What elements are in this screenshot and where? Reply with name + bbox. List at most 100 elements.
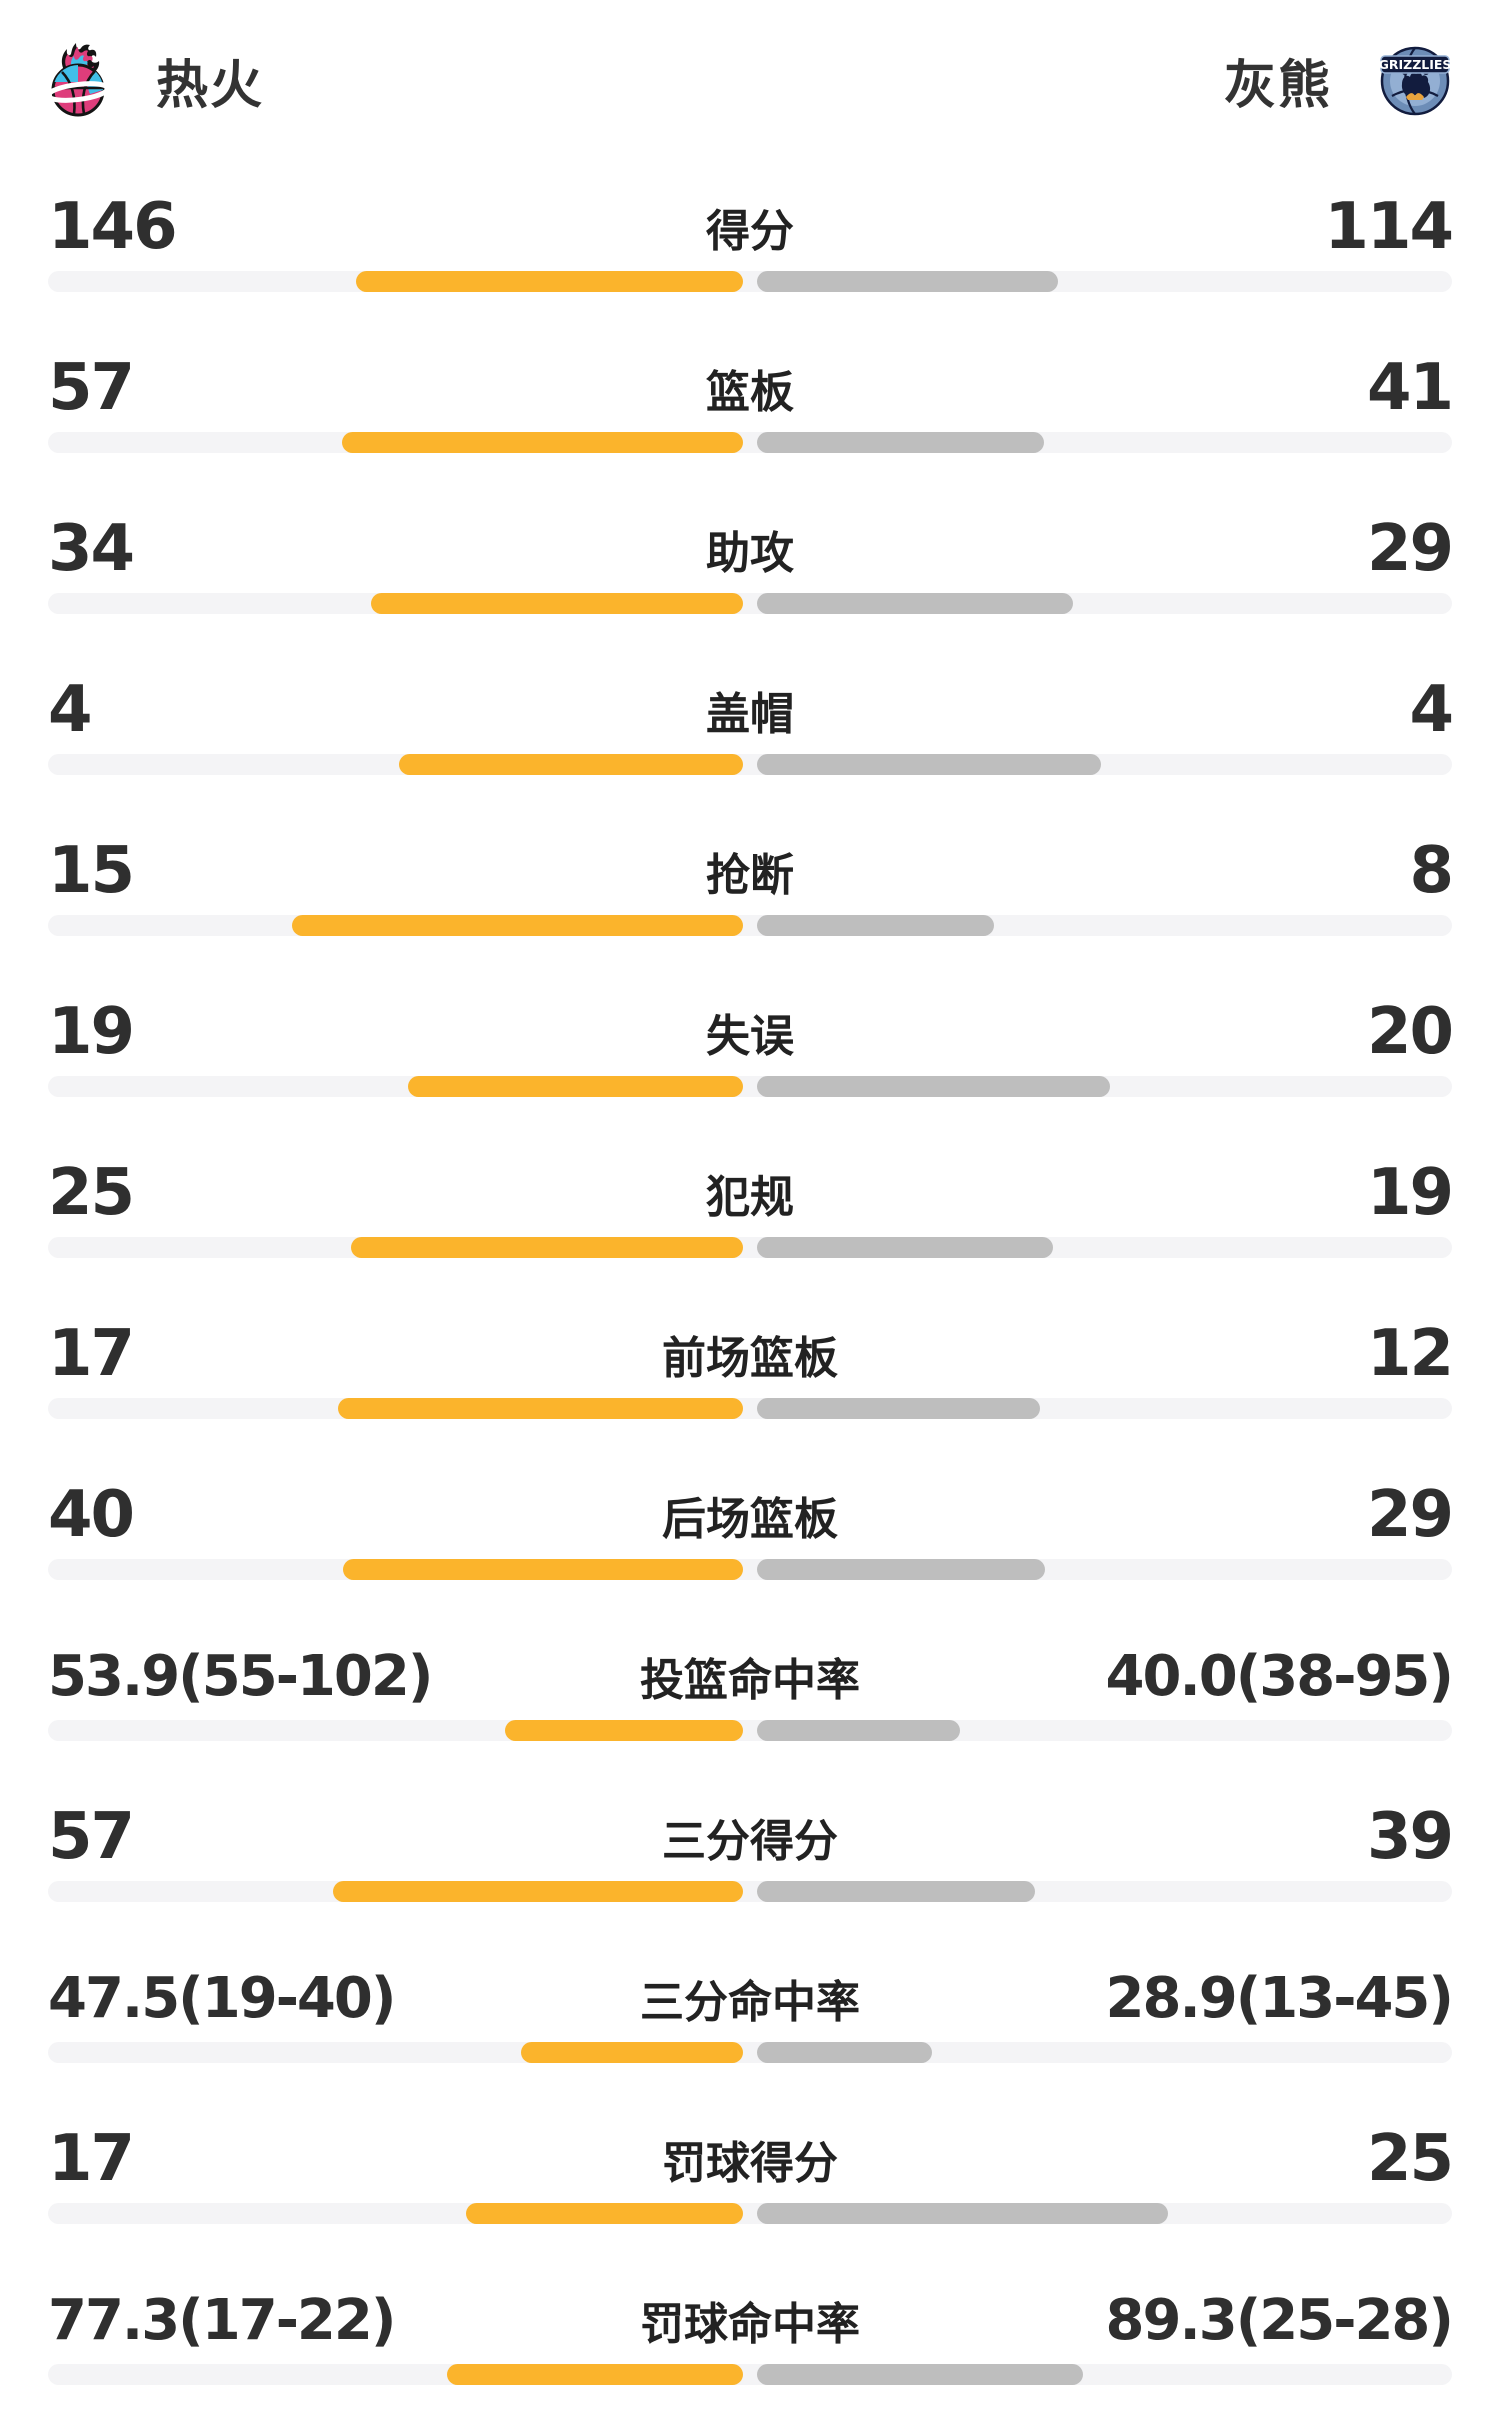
right-team-bar — [757, 1881, 1036, 1902]
stat-compare-track — [48, 2203, 1452, 2224]
stat-label: 抢断 — [706, 850, 794, 901]
stat-values: 146 得分 114 — [48, 179, 1454, 275]
stat-row-assists: 34 助攻 29 — [48, 482, 1454, 643]
stat-label: 盖帽 — [706, 689, 794, 740]
left-team-bar — [399, 754, 743, 775]
right-team-value: 25 — [1366, 2122, 1454, 2196]
heat-logo-icon — [50, 42, 108, 118]
left-team-value: 77.3(17-22) — [48, 2287, 396, 2353]
right-team-bar — [757, 1559, 1046, 1580]
grizzlies-logo-wordmark: GRIZZLIES — [1380, 57, 1450, 72]
stat-compare-track — [48, 432, 1452, 453]
stat-row-ft-points: 17 罚球得分 25 — [48, 2092, 1454, 2253]
stat-values: 17 前场篮板 12 — [48, 1306, 1454, 1402]
left-team-value: 25 — [48, 1156, 135, 1230]
right-team-bar — [757, 754, 1101, 775]
right-team-value: 29 — [1366, 1478, 1454, 1552]
stat-row-def-rebounds: 40 后场篮板 29 — [48, 1448, 1454, 1609]
stat-label: 得分 — [706, 206, 794, 257]
stat-compare-track — [48, 754, 1452, 775]
left-team-value: 15 — [48, 834, 135, 908]
left-team-value: 57 — [48, 351, 135, 425]
stat-compare-track — [48, 1881, 1452, 1902]
right-team-value: 4 — [1409, 673, 1454, 747]
stat-label: 三分命中率 — [640, 1977, 860, 2028]
right-team-value: 12 — [1366, 1317, 1454, 1391]
right-team-bar — [757, 1237, 1054, 1258]
stat-row-off-rebounds: 17 前场篮板 12 — [48, 1287, 1454, 1448]
stat-compare-track — [48, 593, 1452, 614]
right-team-value: 8 — [1409, 834, 1454, 908]
left-team-value: 34 — [48, 512, 135, 586]
left-team-value: 57 — [48, 1800, 135, 1874]
stat-row-fg-pct: 53.9(55-102) 投篮命中率 40.0(38-95) — [48, 1609, 1454, 1770]
right-team-bar — [757, 2203, 1168, 2224]
stat-label: 罚球命中率 — [640, 2299, 860, 2350]
stat-compare-track — [48, 1559, 1452, 1580]
stat-values: 47.5(19-40) 三分命中率 28.9(13-45) — [48, 1950, 1454, 2046]
right-team-value: 29 — [1366, 512, 1454, 586]
left-team-bar — [521, 2042, 743, 2063]
stat-compare-track — [48, 1398, 1452, 1419]
left-team-bar — [351, 1237, 743, 1258]
stat-values: 57 三分得分 39 — [48, 1789, 1454, 1885]
right-team-bar — [757, 1076, 1110, 1097]
left-team-bar — [355, 271, 743, 292]
left-team-value: 40 — [48, 1478, 135, 1552]
left-team-bar — [446, 2364, 743, 2385]
right-team-value: 28.9(13-45) — [1105, 1965, 1454, 2031]
stat-compare-track — [48, 915, 1452, 936]
stat-compare-track — [48, 271, 1452, 292]
stat-row-three-pct: 47.5(19-40) 三分命中率 28.9(13-45) — [48, 1931, 1454, 2092]
right-team-value: 89.3(25-28) — [1105, 2287, 1454, 2353]
left-team-bar — [343, 1559, 743, 1580]
left-team-bar — [341, 432, 743, 453]
stat-label: 投篮命中率 — [640, 1655, 860, 1706]
team-left: 热火 — [50, 42, 264, 118]
left-team-bar — [408, 1076, 743, 1097]
stat-values: 25 犯规 19 — [48, 1145, 1454, 1241]
left-team-value: 4 — [48, 673, 93, 747]
stat-row-points: 146 得分 114 — [48, 160, 1454, 321]
stat-label: 犯规 — [706, 1172, 794, 1223]
left-team-value: 47.5(19-40) — [48, 1965, 396, 2031]
left-team-bar — [371, 593, 743, 614]
left-team-value: 146 — [48, 190, 178, 264]
right-team-bar — [757, 1398, 1041, 1419]
stat-row-blocks: 4 盖帽 4 — [48, 643, 1454, 804]
right-team-value: 41 — [1366, 351, 1454, 425]
right-team-value: 20 — [1366, 995, 1454, 1069]
team-right: 灰熊 GRIZZLIES — [1224, 43, 1450, 118]
right-team-bar — [757, 2364, 1084, 2385]
stat-values: 19 失误 20 — [48, 984, 1454, 1080]
stat-values: 77.3(17-22) 罚球命中率 89.3(25-28) — [48, 2272, 1454, 2368]
stat-values: 4 盖帽 4 — [48, 662, 1454, 758]
stat-label: 三分得分 — [662, 1816, 838, 1867]
stat-label: 助攻 — [706, 528, 794, 579]
stat-row-rebounds: 57 篮板 41 — [48, 321, 1454, 482]
stat-values: 15 抢断 8 — [48, 823, 1454, 919]
stat-row-three-points: 57 三分得分 39 — [48, 1770, 1454, 1931]
left-team-value: 17 — [48, 2122, 135, 2196]
stat-label: 失误 — [706, 1011, 794, 1062]
stat-row-steals: 15 抢断 8 — [48, 804, 1454, 965]
stat-compare-track — [48, 2042, 1452, 2063]
stat-row-fouls: 25 犯规 19 — [48, 1126, 1454, 1287]
right-team-value: 19 — [1366, 1156, 1454, 1230]
right-team-bar — [757, 432, 1044, 453]
stat-compare-track — [48, 1076, 1452, 1097]
left-team-bar — [505, 1720, 743, 1741]
team-right-name: 灰熊 — [1223, 55, 1332, 116]
left-team-value: 53.9(55-102) — [48, 1643, 433, 1709]
left-team-bar — [465, 2203, 743, 2224]
stat-values: 53.9(55-102) 投篮命中率 40.0(38-95) — [48, 1628, 1454, 1724]
team-left-name: 热火 — [156, 55, 265, 116]
stat-row-ft-pct: 77.3(17-22) 罚球命中率 89.3(25-28) — [48, 2253, 1454, 2414]
left-team-value: 17 — [48, 1317, 135, 1391]
right-team-value: 39 — [1366, 1800, 1454, 1874]
right-team-value: 40.0(38-95) — [1105, 1643, 1454, 1709]
stat-values: 34 助攻 29 — [48, 501, 1454, 597]
left-team-value: 19 — [48, 995, 135, 1069]
right-team-bar — [757, 271, 1058, 292]
right-team-bar — [757, 1720, 960, 1741]
